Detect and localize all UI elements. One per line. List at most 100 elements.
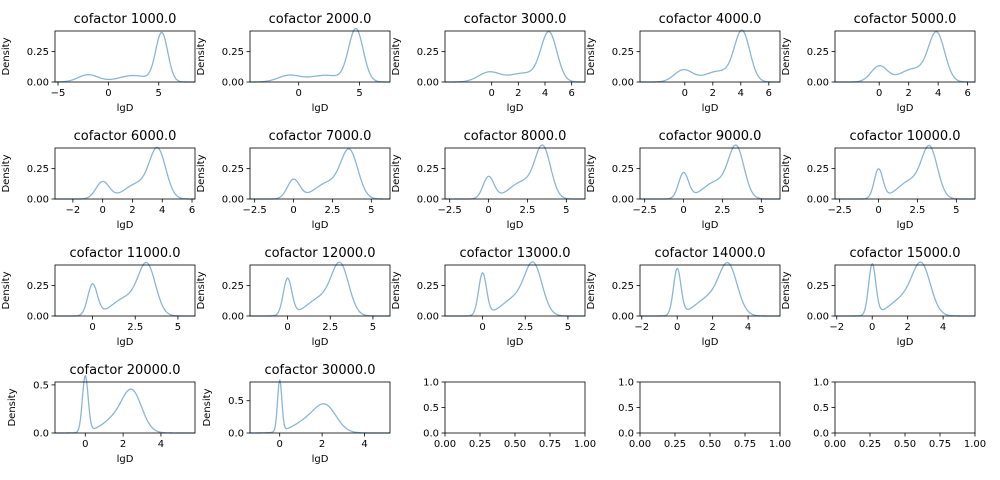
y-axis-label: Density (781, 154, 792, 192)
density-line (835, 31, 975, 83)
y-tick-label: 0.25 (27, 164, 49, 175)
axes-frame (834, 147, 976, 200)
x-axis-label: lgD (507, 220, 524, 231)
x-tick-label: 0 (284, 322, 290, 333)
subplot-title: cofactor 30000.0 (264, 363, 375, 378)
density-line (55, 261, 195, 317)
subplot-20: 0.00 0.25 0.50 0.75 1.00 0.0 0.5 1.0 (813, 378, 986, 451)
axes-frame (249, 30, 391, 83)
y-tick-label: 0.0 (618, 429, 634, 440)
y-axis-label: Density (586, 37, 597, 75)
x-tick-label: 0 (876, 88, 882, 99)
axes-frame (639, 264, 781, 317)
density-line (55, 374, 195, 434)
x-tick-label: 2 (319, 439, 325, 450)
x-tick-label: 6 (964, 88, 970, 99)
x-tick-label: 5 (156, 88, 162, 99)
x-tick-label: −2.5 (243, 205, 267, 216)
subplot-title: cofactor 6000.0 (74, 129, 177, 144)
density-line (640, 261, 780, 317)
y-tick-label: 0.25 (222, 281, 244, 292)
x-tick-label: 4 (940, 322, 946, 333)
axes-frame (249, 264, 391, 317)
x-tick-label: 0.00 (434, 439, 456, 450)
x-tick-label: −5 (51, 88, 66, 99)
y-tick-label: 0.00 (27, 195, 49, 206)
x-tick-label: 6 (766, 88, 772, 99)
y-axis-label: Density (1, 154, 12, 192)
x-tick-label: 2.5 (127, 322, 143, 333)
subplot-title: cofactor 15000.0 (849, 246, 960, 261)
y-tick-label: 0.00 (807, 195, 829, 206)
x-tick-label: 0.75 (734, 439, 756, 450)
subplot-title: cofactor 13000.0 (459, 246, 570, 261)
y-tick-label: 0.25 (27, 47, 49, 58)
subplot-16: cofactor 20000.0 0 2 4 0.0 0.5 lgD Density (7, 363, 196, 465)
subplot-2: cofactor 2000.0 0 5 0.00 0.25 lgD Density (196, 12, 391, 114)
subplot-6: cofactor 6000.0 −2 0 2 4 6 0.00 0.25 lgD Density (1, 129, 196, 231)
y-tick-label: 0.0 (423, 429, 439, 440)
y-tick-label: 0.5 (228, 396, 244, 407)
subplot-11: cofactor 11000.0 0 2.5 5 0.00 0.25 lgD Density (1, 246, 196, 348)
subplot-8: cofactor 8000.0 −2.5 0 2.5 5 0.00 0.25 lgD Densi… (391, 129, 586, 231)
y-tick-label: 0.25 (222, 164, 244, 175)
x-axis-label: lgD (897, 337, 914, 348)
x-tick-label: 2 (129, 205, 135, 216)
x-tick-label: 0.75 (929, 439, 951, 450)
x-tick-label: 0.50 (699, 439, 721, 450)
x-axis-label: lgD (117, 220, 134, 231)
x-tick-label: 2.5 (909, 205, 925, 216)
x-tick-label: −2 (829, 322, 844, 333)
subplot-title: cofactor 2000.0 (269, 12, 372, 27)
subplot-14: cofactor 14000.0 −2 0 2 4 0.00 0.25 lgD Density (586, 246, 781, 348)
x-axis-label: lgD (117, 454, 134, 465)
x-tick-label: 5 (370, 322, 376, 333)
y-tick-label: 0.00 (27, 78, 49, 89)
x-tick-label: 0 (82, 439, 88, 450)
x-axis-label: lgD (312, 103, 329, 114)
x-tick-label: 0 (682, 88, 688, 99)
x-tick-label: 0 (674, 322, 680, 333)
x-tick-label: 2.5 (517, 322, 533, 333)
x-tick-label: 5 (356, 88, 362, 99)
x-tick-label: 2 (515, 88, 521, 99)
subplot-title: cofactor 3000.0 (464, 12, 567, 27)
x-axis-label: lgD (897, 220, 914, 231)
density-line (445, 144, 585, 200)
x-tick-label: 0.75 (539, 439, 561, 450)
x-tick-label: 2 (904, 322, 910, 333)
x-tick-label: 0.00 (824, 439, 846, 450)
subplot-9: cofactor 9000.0 −2.5 0 2.5 5 0.00 0.25 lgD Densi… (586, 129, 781, 231)
density-line (835, 261, 975, 317)
y-tick-label: 0.00 (612, 78, 634, 89)
x-tick-label: 2.5 (714, 205, 730, 216)
axes-frame (639, 147, 781, 200)
x-tick-label: 2.5 (324, 205, 340, 216)
x-axis-label: lgD (702, 337, 719, 348)
density-line (250, 261, 390, 317)
x-tick-label: 2.5 (519, 205, 535, 216)
x-tick-label: 4 (542, 88, 548, 99)
axes-frame (834, 264, 976, 317)
x-tick-label: 0 (277, 439, 283, 450)
y-axis-label: Density (7, 388, 18, 426)
y-tick-label: 1.0 (618, 378, 634, 389)
subplot-10: cofactor 10000.0 −2.5 0 2.5 5 0.00 0.25 lgD Dens… (781, 129, 976, 231)
x-axis-label: lgD (507, 103, 524, 114)
x-tick-label: −2 (65, 205, 80, 216)
y-tick-label: 0.0 (228, 429, 244, 440)
x-axis-label: lgD (312, 454, 329, 465)
subplot-5: cofactor 5000.0 0 2 4 6 0.00 0.25 lgD Density (781, 12, 976, 114)
x-tick-label: 0 (869, 322, 875, 333)
y-axis-label: Density (781, 37, 792, 75)
x-tick-label: 0.50 (504, 439, 526, 450)
x-tick-label: −2.5 (438, 205, 462, 216)
y-tick-label: 0.25 (417, 164, 439, 175)
y-tick-label: 0.0 (813, 429, 829, 440)
x-tick-label: 5 (565, 322, 571, 333)
x-axis-label: lgD (702, 103, 719, 114)
axes-frame (249, 381, 391, 434)
subplot-12: cofactor 12000.0 0 2.5 5 0.00 0.25 lgD Density (196, 246, 391, 348)
x-tick-label: −2 (634, 322, 649, 333)
